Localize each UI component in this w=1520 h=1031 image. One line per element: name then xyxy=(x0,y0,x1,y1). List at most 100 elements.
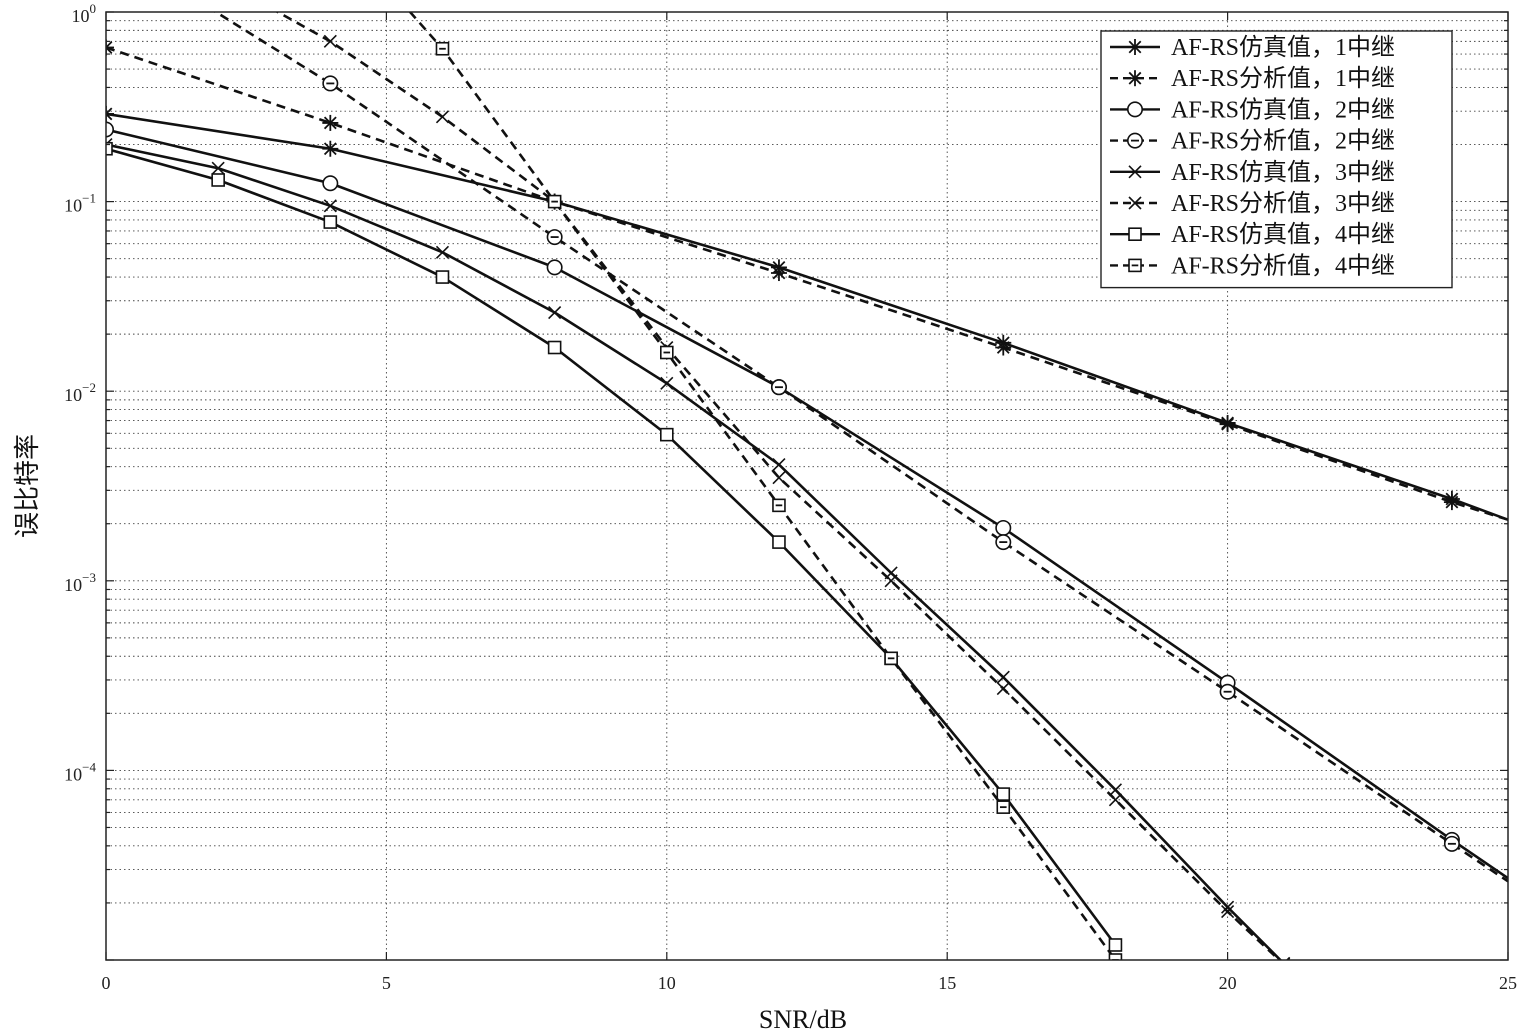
legend-label: AF-RS分析值，2中继 xyxy=(1171,128,1395,155)
data-point-marker xyxy=(1219,683,1236,700)
series-line xyxy=(106,128,1508,880)
legend-label: AF-RS仿真值，3中继 xyxy=(1171,159,1395,186)
data-point-marker xyxy=(1128,258,1142,273)
series-6 xyxy=(275,12,1291,960)
data-point-marker xyxy=(1108,793,1123,807)
data-point-marker xyxy=(211,173,225,187)
data-point-marker xyxy=(772,471,786,485)
x-tick-label: 0 xyxy=(102,973,111,993)
series-line xyxy=(106,46,1508,521)
legend-item: AF-RS分析值，3中继 xyxy=(1110,190,1395,217)
data-point-marker xyxy=(1127,70,1143,87)
y-tick-labels: 100 10−1 10−2 10−3 10−4 xyxy=(64,1,96,784)
y-axis-label: 误比特率 xyxy=(13,434,42,538)
x-tick-label: 25 xyxy=(1499,973,1517,993)
data-point-marker xyxy=(660,376,674,390)
data-point-marker xyxy=(1221,900,1235,914)
legend-label: AF-RS分析值，1中继 xyxy=(1171,65,1395,92)
data-point-marker xyxy=(547,340,562,355)
x-tick-label: 10 xyxy=(658,973,676,993)
data-point-marker xyxy=(772,535,786,549)
legend-item: AF-RS仿真值，4中继 xyxy=(1110,221,1395,248)
data-point-marker xyxy=(1128,165,1142,179)
y-tick-label: 10−3 xyxy=(64,570,96,595)
data-point-marker xyxy=(996,787,1011,801)
data-point-marker xyxy=(546,229,563,246)
tick-marks xyxy=(105,11,1509,961)
legend-label: AF-RS仿真值，1中继 xyxy=(1171,34,1395,61)
legend-box xyxy=(1100,30,1453,289)
series-line xyxy=(106,112,1508,521)
data-point-marker xyxy=(106,39,114,56)
series-4 xyxy=(213,12,1508,883)
data-point-marker xyxy=(884,651,898,666)
data-point-marker xyxy=(435,41,450,56)
data-point-marker xyxy=(323,215,338,229)
data-point-marker xyxy=(322,114,339,131)
x-tick-label: 15 xyxy=(938,973,956,993)
series-line xyxy=(275,12,1282,960)
data-point-marker xyxy=(211,161,225,175)
x-tick-label: 5 xyxy=(382,973,391,993)
legend-item: AF-RS仿真值，2中继 xyxy=(1110,96,1395,123)
data-point-marker xyxy=(996,800,1011,814)
data-point-marker xyxy=(106,105,114,122)
data-point-marker xyxy=(996,670,1010,684)
data-point-marker xyxy=(995,519,1012,536)
series-layer xyxy=(106,12,1508,960)
x-tick-label: 20 xyxy=(1219,973,1237,993)
y-tick-label: 10−1 xyxy=(64,191,96,216)
series-5 xyxy=(106,137,1291,960)
data-point-marker xyxy=(1128,227,1142,241)
data-point-marker xyxy=(996,682,1010,696)
data-point-marker xyxy=(995,534,1012,551)
data-point-marker xyxy=(435,270,450,284)
data-point-marker xyxy=(1443,494,1460,511)
series-2 xyxy=(106,39,1508,521)
data-point-marker xyxy=(1108,953,1123,960)
legend-item: AF-RS分析值，4中继 xyxy=(1110,252,1395,279)
legend-item: AF-RS分析值，2中继 xyxy=(1110,128,1395,155)
y-tick-label: 100 xyxy=(72,1,97,26)
data-point-marker xyxy=(323,199,337,213)
series-7 xyxy=(106,141,1123,952)
series-8 xyxy=(408,12,1123,960)
data-point-marker xyxy=(1221,905,1235,919)
legend-item: AF-RS仿真值，3中继 xyxy=(1110,159,1395,186)
data-point-marker xyxy=(548,305,562,320)
data-point-marker xyxy=(546,259,563,276)
data-point-marker xyxy=(547,194,562,209)
data-point-marker xyxy=(1127,132,1144,149)
data-point-marker xyxy=(323,34,337,48)
data-point-marker xyxy=(1128,196,1142,210)
x-tick-labels: 0 5 10 15 20 25 xyxy=(102,973,1518,993)
legend-label: AF-RS仿真值，4中继 xyxy=(1171,221,1395,248)
y-tick-label: 10−4 xyxy=(64,759,96,784)
data-point-marker xyxy=(1127,101,1144,118)
data-point-marker xyxy=(884,574,898,588)
data-point-marker xyxy=(1443,835,1460,852)
data-point-marker xyxy=(1127,39,1143,55)
data-point-marker xyxy=(322,175,339,192)
data-point-marker xyxy=(106,141,113,156)
data-point-marker xyxy=(1219,416,1236,433)
x-axis-label: SNR/dB xyxy=(759,1005,847,1031)
legend: AF-RS仿真值，1中继 AF-RS分析值，1中继 AF-RS仿真值，2中继 AF-R… xyxy=(1100,30,1453,289)
data-point-marker xyxy=(770,265,787,282)
series-line xyxy=(408,12,1117,960)
data-point-marker xyxy=(435,110,450,124)
legend-label: AF-RS仿真值，2中继 xyxy=(1171,96,1395,123)
series-line xyxy=(106,147,1117,946)
series-line xyxy=(106,143,1283,960)
data-point-marker xyxy=(772,498,786,513)
legend-label: AF-RS分析值，4中继 xyxy=(1171,252,1395,279)
data-point-marker xyxy=(659,427,674,442)
legend-label: AF-RS分析值，3中继 xyxy=(1171,190,1395,217)
data-point-marker xyxy=(772,458,786,472)
data-point-marker xyxy=(322,140,339,157)
data-point-marker xyxy=(770,379,787,396)
data-point-marker xyxy=(1108,783,1123,797)
legend-item: AF-RS仿真值，1中继 xyxy=(1110,34,1395,61)
legend-item: AF-RS分析值，1中继 xyxy=(1110,65,1395,92)
